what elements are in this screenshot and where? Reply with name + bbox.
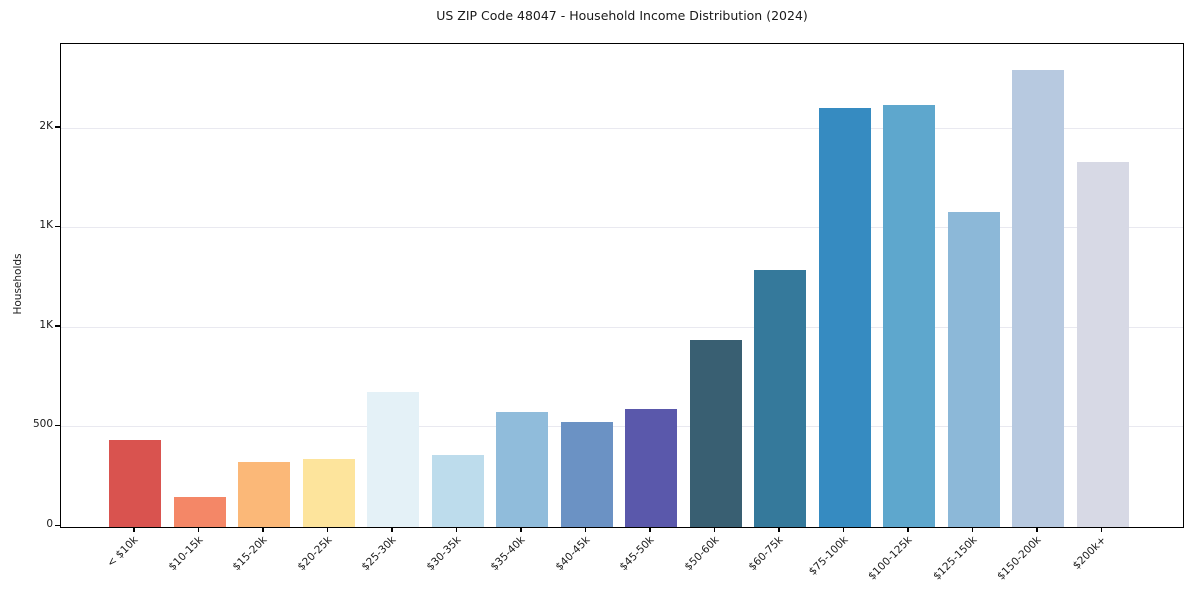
plot-area [60, 43, 1184, 528]
y-tick-mark [55, 524, 60, 526]
gridline [61, 127, 1183, 129]
gridline [61, 227, 1183, 229]
x-tick-mark [842, 526, 845, 532]
bar [238, 462, 290, 527]
bar [367, 391, 419, 527]
y-tick-label: 1K [39, 318, 53, 331]
gridline [61, 426, 1183, 428]
x-tick-mark [455, 526, 458, 532]
y-tick-mark [55, 225, 60, 228]
x-tick-mark [971, 526, 974, 532]
y-tick-label: 0 [46, 518, 53, 530]
x-tick-mark [262, 526, 264, 532]
bar [302, 459, 355, 527]
y-tick-mark [55, 325, 60, 327]
bar [625, 408, 677, 527]
y-tick-label: 1K [39, 219, 53, 232]
y-tick-label: 2K [39, 119, 53, 132]
y-axis-label: Households [12, 253, 24, 315]
bar [560, 422, 613, 527]
bar [947, 212, 1000, 527]
bar [818, 107, 871, 527]
bar [1076, 161, 1129, 527]
x-tick-mark [326, 526, 329, 532]
chart-title: US ZIP Code 48047 - Household Income Dis… [436, 8, 808, 23]
x-tick-mark [778, 526, 780, 532]
y-tick-label: 500 [32, 418, 53, 431]
bar [431, 455, 484, 527]
bar [173, 497, 226, 527]
bar [754, 270, 806, 527]
bar [109, 440, 161, 527]
x-tick-mark [907, 526, 909, 532]
x-tick-mark [520, 526, 522, 532]
y-tick-mark [55, 126, 60, 128]
gridline [61, 326, 1183, 328]
bar [883, 104, 935, 527]
x-tick-mark [584, 526, 587, 532]
bar [1012, 69, 1064, 527]
x-tick-mark [391, 526, 393, 532]
x-tick-mark [649, 526, 651, 532]
bar [496, 412, 548, 527]
x-tick-mark [197, 526, 200, 532]
y-tick-mark [55, 424, 60, 427]
x-tick-mark [1036, 526, 1038, 532]
x-tick-label: < $10k [104, 534, 141, 570]
x-tick-mark [133, 526, 135, 532]
x-tick-mark [713, 526, 716, 532]
x-tick-mark [1100, 526, 1103, 532]
bar [689, 339, 742, 527]
